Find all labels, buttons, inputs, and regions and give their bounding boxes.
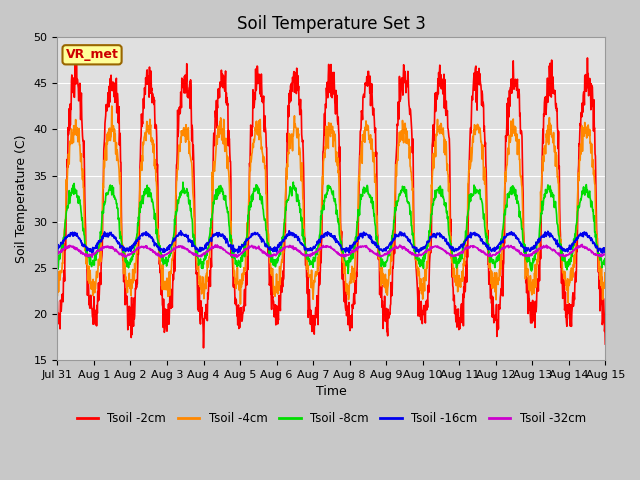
Line: Tsoil -16cm: Tsoil -16cm — [58, 231, 605, 253]
Tsoil -2cm — [283, 170, 291, 176]
Title: Soil Temperature Set 3: Soil Temperature Set 3 — [237, 15, 426, 33]
Tsoil -16cm — [554, 241, 561, 247]
Tsoil -2cm — [554, 124, 561, 130]
Tsoil -32cm — [506, 243, 514, 249]
Tsoil -32cm — [553, 250, 561, 256]
X-axis label: Time: Time — [316, 385, 347, 398]
Tsoil -32cm — [416, 252, 424, 258]
Line: Tsoil -32cm: Tsoil -32cm — [58, 244, 605, 257]
Tsoil -4cm — [237, 301, 244, 307]
Tsoil -4cm — [416, 279, 424, 285]
Tsoil -2cm — [175, 113, 182, 119]
Tsoil -2cm — [269, 299, 277, 304]
Tsoil -8cm — [416, 264, 424, 269]
Tsoil -32cm — [579, 241, 586, 247]
Tsoil -16cm — [269, 246, 276, 252]
Tsoil -8cm — [602, 263, 609, 268]
Tsoil -8cm — [344, 271, 352, 276]
Tsoil -32cm — [602, 252, 609, 257]
Tsoil -16cm — [54, 249, 61, 255]
Tsoil -8cm — [54, 261, 61, 267]
Tsoil -4cm — [269, 279, 277, 285]
Tsoil -4cm — [602, 278, 609, 284]
Tsoil -8cm — [289, 179, 297, 185]
Tsoil -16cm — [416, 248, 424, 253]
Tsoil -4cm — [506, 140, 514, 145]
Tsoil -16cm — [175, 233, 182, 239]
Tsoil -8cm — [175, 201, 182, 206]
Tsoil -16cm — [282, 233, 290, 239]
Tsoil -32cm — [269, 253, 276, 259]
Tsoil -32cm — [54, 251, 61, 257]
Tsoil -4cm — [108, 103, 116, 109]
Tsoil -16cm — [506, 231, 514, 237]
Legend: Tsoil -2cm, Tsoil -4cm, Tsoil -8cm, Tsoil -16cm, Tsoil -32cm: Tsoil -2cm, Tsoil -4cm, Tsoil -8cm, Tsoi… — [72, 408, 591, 430]
Tsoil -4cm — [175, 142, 182, 148]
Tsoil -2cm — [416, 300, 424, 305]
Line: Tsoil -4cm: Tsoil -4cm — [58, 106, 605, 304]
Tsoil -2cm — [602, 341, 609, 347]
Tsoil -2cm — [200, 345, 207, 351]
Tsoil -8cm — [269, 253, 276, 259]
Text: VR_met: VR_met — [66, 48, 118, 61]
Tsoil -8cm — [282, 204, 289, 210]
Tsoil -16cm — [346, 250, 353, 256]
Y-axis label: Soil Temperature (C): Soil Temperature (C) — [15, 134, 28, 263]
Tsoil -2cm — [54, 299, 61, 305]
Tsoil -32cm — [175, 244, 182, 250]
Line: Tsoil -2cm: Tsoil -2cm — [58, 58, 605, 348]
Tsoil -8cm — [554, 221, 561, 227]
Tsoil -4cm — [283, 165, 291, 170]
Tsoil -16cm — [602, 248, 609, 254]
Tsoil -4cm — [554, 174, 561, 180]
Tsoil -32cm — [157, 254, 164, 260]
Tsoil -4cm — [54, 292, 61, 298]
Tsoil -16cm — [177, 228, 184, 234]
Line: Tsoil -8cm: Tsoil -8cm — [58, 182, 605, 274]
Tsoil -2cm — [506, 87, 514, 93]
Tsoil -32cm — [282, 244, 290, 250]
Tsoil -8cm — [506, 190, 514, 195]
Tsoil -2cm — [72, 55, 79, 60]
